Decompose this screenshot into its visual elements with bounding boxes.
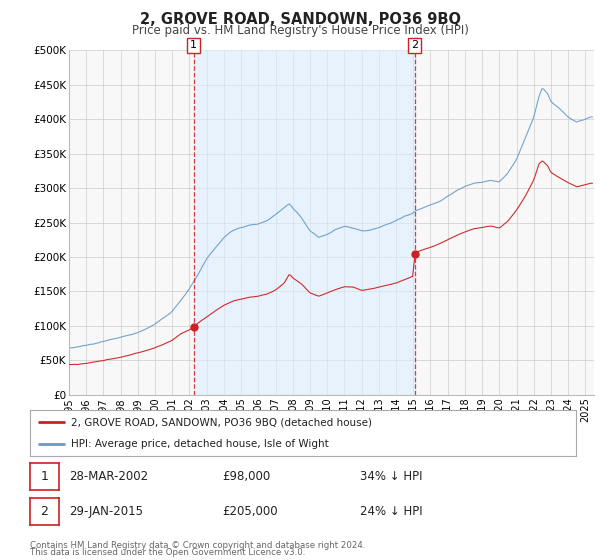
Text: 1: 1 [40,470,49,483]
Text: 2, GROVE ROAD, SANDOWN, PO36 9BQ: 2, GROVE ROAD, SANDOWN, PO36 9BQ [139,12,461,27]
Text: 29-JAN-2015: 29-JAN-2015 [69,505,143,518]
Text: This data is licensed under the Open Government Licence v3.0.: This data is licensed under the Open Gov… [30,548,305,557]
Text: HPI: Average price, detached house, Isle of Wight: HPI: Average price, detached house, Isle… [71,440,329,450]
Text: £98,000: £98,000 [222,470,270,483]
Text: 24% ↓ HPI: 24% ↓ HPI [360,505,422,518]
Text: Contains HM Land Registry data © Crown copyright and database right 2024.: Contains HM Land Registry data © Crown c… [30,541,365,550]
Text: 1: 1 [190,40,197,50]
Bar [194,50,415,395]
Text: Price paid vs. HM Land Registry's House Price Index (HPI): Price paid vs. HM Land Registry's House … [131,24,469,37]
Text: 2: 2 [411,40,418,50]
Text: 2: 2 [40,505,49,518]
Text: £205,000: £205,000 [222,505,278,518]
Text: 2, GROVE ROAD, SANDOWN, PO36 9BQ (detached house): 2, GROVE ROAD, SANDOWN, PO36 9BQ (detach… [71,418,372,428]
Text: 28-MAR-2002: 28-MAR-2002 [69,470,148,483]
Text: 34% ↓ HPI: 34% ↓ HPI [360,470,422,483]
